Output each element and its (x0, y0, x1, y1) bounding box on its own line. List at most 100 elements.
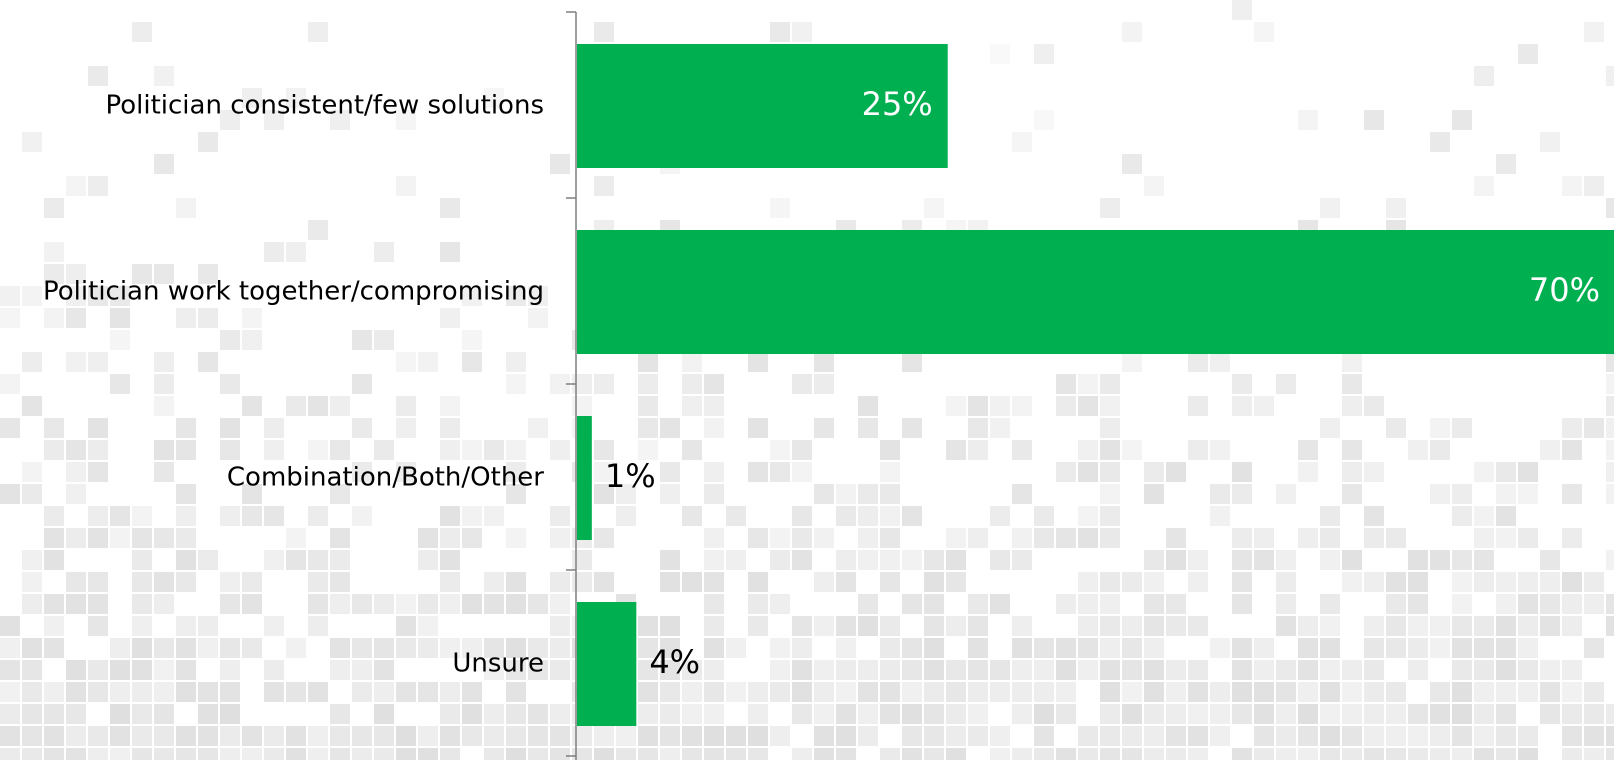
background-tile (1408, 748, 1428, 760)
background-tile (1320, 594, 1340, 614)
background-tile (968, 638, 988, 658)
background-tile (1144, 682, 1164, 702)
background-tile (110, 748, 130, 760)
background-tile (924, 660, 944, 680)
background-tile (22, 704, 42, 724)
background-tile (88, 506, 108, 526)
background-tile (1078, 616, 1098, 636)
background-tile (704, 660, 724, 680)
background-tile (440, 418, 460, 438)
background-tile (308, 396, 328, 416)
background-tile (1386, 616, 1406, 636)
background-tile (1562, 594, 1582, 614)
background-tile (1386, 572, 1406, 592)
background-tile (396, 638, 416, 658)
background-tile (1276, 726, 1296, 746)
background-tile (176, 484, 196, 504)
background-tile (220, 748, 240, 760)
background-tile (1012, 704, 1032, 724)
background-tile (1518, 616, 1538, 636)
background-tile (726, 638, 746, 658)
background-tile (550, 506, 570, 526)
background-tile (308, 220, 328, 240)
background-tile (902, 352, 922, 372)
background-tile (1496, 748, 1516, 760)
background-tile (1122, 704, 1142, 724)
background-tile (418, 616, 438, 636)
background-tile (22, 286, 42, 306)
background-tile (1584, 726, 1604, 746)
background-tile (1518, 528, 1538, 548)
background-tile (1034, 726, 1054, 746)
background-tile (330, 704, 350, 724)
background-tile (792, 748, 812, 760)
background-tile (396, 616, 416, 636)
background-tile (1144, 572, 1164, 592)
background-tile (1122, 660, 1142, 680)
background-tile (198, 308, 218, 328)
background-tile (1166, 550, 1186, 570)
background-tile (176, 308, 196, 328)
background-tile (792, 704, 812, 724)
background-tile (1496, 704, 1516, 724)
background-tile (242, 594, 262, 614)
background-tile (1474, 726, 1494, 746)
background-tile (154, 528, 174, 548)
background-tile (682, 660, 702, 680)
background-tile (1540, 704, 1560, 724)
background-tile (1474, 748, 1494, 760)
background-tile (176, 726, 196, 746)
background-tile (814, 572, 834, 592)
background-tile (220, 682, 240, 702)
background-tile (330, 550, 350, 570)
background-tile (550, 154, 570, 174)
background-tile (1430, 484, 1450, 504)
background-tile (792, 682, 812, 702)
background-tile (1320, 198, 1340, 218)
background-tile (176, 440, 196, 460)
background-tile (220, 440, 240, 460)
background-tile (132, 528, 152, 548)
background-tile (1298, 726, 1318, 746)
bar (577, 602, 637, 726)
background-tile (1562, 484, 1582, 504)
background-tile (1540, 132, 1560, 152)
background-tile (616, 748, 636, 760)
background-tile (1298, 440, 1318, 460)
background-tile (528, 594, 548, 614)
background-tile (198, 264, 218, 284)
background-tile (704, 572, 724, 592)
background-tile (1606, 462, 1614, 482)
background-tile (1210, 726, 1230, 746)
background-tile (594, 528, 614, 548)
background-tile (880, 616, 900, 636)
background-tile (154, 66, 174, 86)
background-tile (1100, 198, 1120, 218)
background-tile (1078, 374, 1098, 394)
background-tile (22, 132, 42, 152)
background-tile (1606, 440, 1614, 460)
background-tile (1452, 616, 1472, 636)
background-tile (1342, 352, 1362, 372)
background-tile (1606, 616, 1614, 636)
background-tile (1386, 748, 1406, 760)
background-tile (660, 572, 680, 592)
background-tile (396, 176, 416, 196)
background-tile (396, 418, 416, 438)
background-tile (1210, 682, 1230, 702)
background-tile (946, 704, 966, 724)
background-tile (572, 726, 592, 746)
background-tile (1518, 660, 1538, 680)
background-tile (264, 418, 284, 438)
background-tile (506, 594, 526, 614)
background-tile (220, 594, 240, 614)
background-tile (858, 418, 878, 438)
background-tile (396, 462, 416, 482)
background-tile (1430, 440, 1450, 460)
background-tile (550, 704, 570, 724)
background-tile (1122, 440, 1142, 460)
background-tile (638, 418, 658, 438)
background-tile (902, 704, 922, 724)
background-tile (748, 704, 768, 724)
background-tile (88, 176, 108, 196)
